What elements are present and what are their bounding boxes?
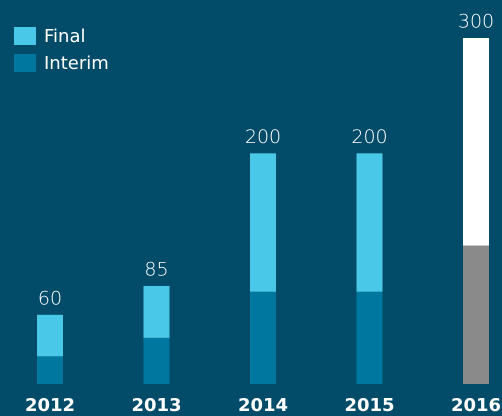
- total-label: 200: [351, 126, 387, 148]
- total-label: 200: [245, 126, 281, 148]
- bar-segment: [37, 356, 63, 384]
- bar-segment: [250, 153, 276, 292]
- total-label: 85: [144, 258, 168, 280]
- legend-label: Interim: [44, 53, 109, 74]
- x-tick-label: 2016: [451, 395, 501, 416]
- bar-segment: [143, 337, 170, 384]
- x-tick-label: 2012: [25, 395, 75, 416]
- bar-segment: [463, 38, 489, 246]
- bar-segment: [463, 245, 489, 384]
- total-label: 300: [458, 11, 494, 33]
- bar-segment: [250, 291, 276, 384]
- bar-segment: [356, 291, 383, 384]
- x-tick-label: 2013: [131, 395, 181, 416]
- x-tick-label: 2014: [238, 395, 288, 416]
- x-tick-label: 2015: [344, 395, 394, 416]
- legend-swatch: [14, 54, 36, 72]
- legend-label: Final: [44, 26, 85, 47]
- total-label: 60: [38, 287, 62, 309]
- bar-segment: [356, 153, 383, 292]
- bar-segment: [37, 314, 63, 357]
- legend-swatch: [14, 27, 36, 45]
- bar-segment: [143, 285, 170, 338]
